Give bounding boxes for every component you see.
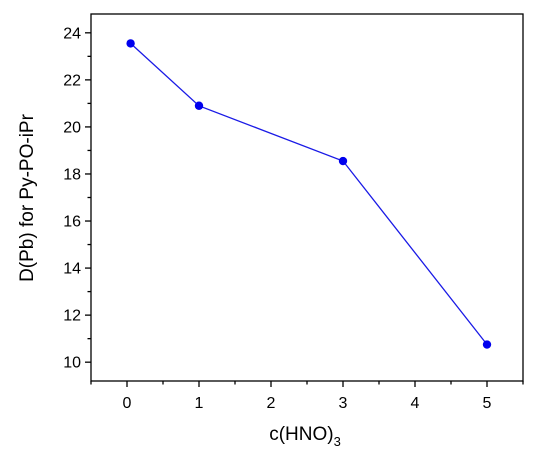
data-point-2 [338,156,348,166]
x-tick-label-2: 2 [267,395,276,412]
y-tick-label-7: 24 [63,25,81,42]
plot-frame [90,13,524,382]
data-point-1 [194,101,204,110]
y-tick-label-0: 10 [63,355,81,372]
y-tick-label-4: 18 [63,166,81,183]
x-tick-label-3: 3 [339,395,348,412]
x-axis-title-subscript: 3 [334,434,341,449]
data-point-3 [482,340,492,349]
y-tick-label-2: 14 [63,261,81,278]
y-tick-label-1: 12 [63,308,81,325]
y-tick-label-3: 16 [63,214,81,231]
series-line-0 [130,42,488,345]
data-series [126,39,492,349]
data-point-0 [126,39,135,48]
x-tick-label-0: 0 [123,395,132,412]
x-tick-label-5: 5 [483,395,492,412]
x-axis-title: c(HNO)3 [269,424,341,449]
y-tick-label-6: 22 [63,72,81,89]
y-axis-ticks: 10 12 14 16 18 20 22 24 [63,25,91,372]
x-axis-title-main: c(HNO) [269,424,333,445]
y-axis-title: D(Pb) for Py-PO-iPr [17,113,38,282]
y-tick-label-5: 20 [63,119,81,136]
x-tick-label-4: 4 [411,395,420,412]
x-tick-label-1: 1 [195,395,204,412]
x-axis-ticks: 0 1 2 3 4 5 [90,381,524,412]
